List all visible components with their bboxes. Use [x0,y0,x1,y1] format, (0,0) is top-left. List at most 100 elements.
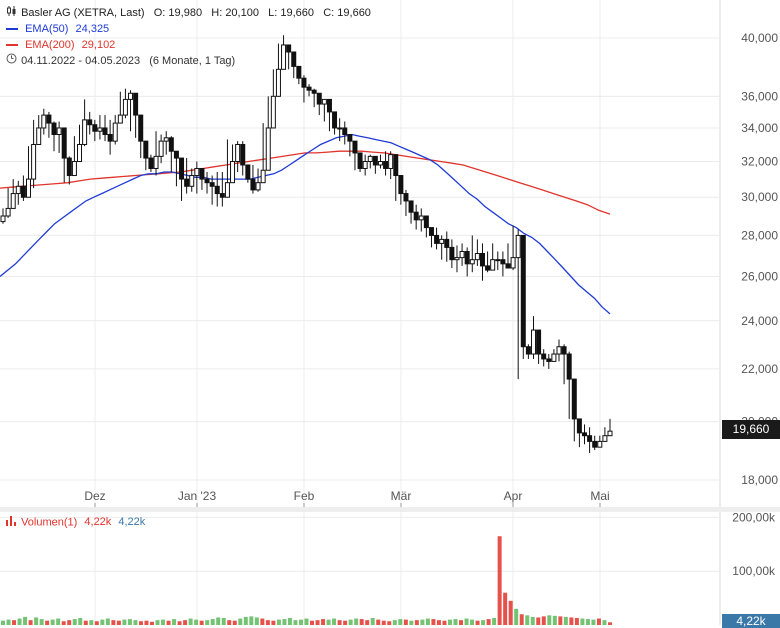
volume-bar [1,620,5,625]
candle [587,427,593,453]
candle-body-down [219,193,225,198]
volume-badge: 4,22k [722,614,780,628]
volume-bar [249,616,254,625]
candle-body-down [566,353,572,380]
volume-bar [398,619,403,625]
candle-body-up [97,127,103,132]
candle-body-down [240,143,246,166]
ohlc-low: 19,660 [280,7,315,19]
volume-tick-label: 100,00k [732,564,776,578]
candle [561,344,567,385]
candle [204,171,210,194]
candle-body-up [530,329,536,355]
candle-body-up [377,161,383,166]
volume-bar [127,619,132,625]
candle-body-up [224,182,230,198]
volume-axis-labels: 100,00k 200,00k [732,510,776,578]
candle [536,329,542,364]
candle [281,35,287,70]
candle [87,111,93,135]
ohlc-open-label: O: [153,7,166,19]
candle [530,316,536,359]
volume-bar [370,618,375,625]
volume-bar [177,621,182,625]
ema200-label: EMA(200) [25,39,75,52]
candle-body-up [194,167,200,177]
candle [250,164,256,194]
candle-body-up [510,257,516,269]
candle [474,239,480,266]
candle-body-down [46,114,52,124]
volume-value-blue: 4,22k [118,516,146,529]
candle [367,154,373,169]
candle-body-down [393,154,399,177]
candle [0,208,6,224]
candle-body-down [204,178,210,184]
candle [230,144,236,184]
candle [459,243,465,266]
candle [265,96,271,171]
candle [117,91,123,124]
candle [122,88,128,119]
candle [321,98,327,122]
candle [464,247,470,277]
volume-bar [530,616,535,625]
candle [372,155,378,174]
candle [138,114,144,159]
volume-bar [365,620,370,625]
candle [408,200,414,224]
candle [337,118,343,142]
candle-body-up [0,215,6,223]
candle-body-up [255,182,261,191]
candle [551,349,557,362]
candle [326,98,332,132]
volume-bar [447,619,452,625]
volume-bar [310,620,315,625]
candle-body-down [485,265,491,271]
ema50-line [0,133,611,315]
volume-bar [100,619,105,625]
ema200-value: 29,102 [81,39,116,52]
volume-bar [78,618,83,625]
candle [199,167,205,190]
volume-bar [326,619,331,625]
volume-bar [133,620,138,625]
volume-bar [61,621,66,625]
candle [194,161,200,194]
legend-ema50-row: EMA(50) 24,325 [6,21,371,37]
candle-body-down [20,185,26,198]
candle [66,156,72,185]
candle [10,179,16,209]
volume-bar [144,620,149,625]
candle [388,151,394,180]
candle [71,136,77,177]
candle [311,88,317,108]
candle-body-down [332,111,338,129]
volume-bar [276,619,281,625]
volume-bar [321,619,326,625]
candle [163,131,169,155]
volume-bar [287,618,292,625]
ohlc-high-label: H: [211,7,223,19]
volume-legend: Volumen(1) 4,22k 4,22k [6,516,145,529]
volume-bar [392,620,397,625]
candle-body-up [31,143,37,180]
candle-body-down [306,86,312,91]
price-tick-label: 26,000 [741,269,778,283]
candle [495,251,501,271]
candle-body-down [342,127,348,136]
volume-bar [232,620,237,625]
volume-bar [387,621,392,625]
candle-body-up [26,178,32,198]
candle-body-up [163,137,169,142]
candle [61,127,67,183]
candle-body-down [316,92,322,105]
candle [291,51,297,79]
candle-body-down [148,157,154,169]
candle [46,111,52,138]
candle [56,121,62,153]
volume-bar [260,618,265,625]
candle [143,140,149,171]
candle-body-down [291,51,297,67]
volume-bar [464,618,469,625]
